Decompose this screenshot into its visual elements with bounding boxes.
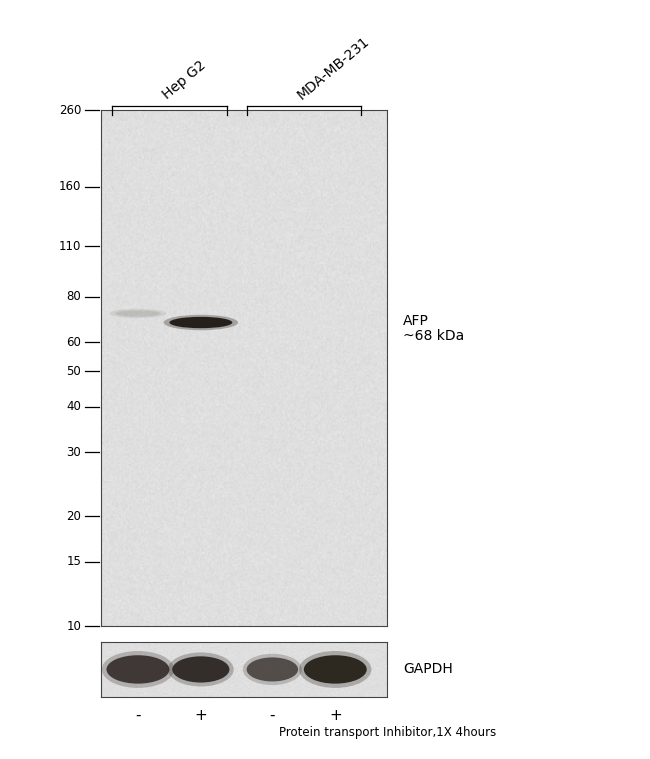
- Ellipse shape: [164, 315, 238, 330]
- Ellipse shape: [242, 653, 302, 685]
- Text: +: +: [194, 708, 207, 723]
- Text: MDA-MB-231: MDA-MB-231: [295, 34, 372, 102]
- Text: 30: 30: [66, 446, 81, 458]
- Text: 40: 40: [66, 400, 81, 413]
- Ellipse shape: [246, 657, 298, 682]
- Ellipse shape: [170, 317, 232, 328]
- Text: 50: 50: [66, 365, 81, 378]
- Text: GAPDH: GAPDH: [403, 663, 453, 676]
- Text: -: -: [270, 708, 275, 723]
- Text: ~68 kDa: ~68 kDa: [403, 329, 464, 343]
- Text: 15: 15: [66, 556, 81, 568]
- Ellipse shape: [115, 310, 161, 317]
- Ellipse shape: [102, 651, 174, 688]
- Ellipse shape: [109, 309, 166, 318]
- Text: 20: 20: [66, 510, 81, 523]
- Text: Protein transport Inhibitor,1X 4hours: Protein transport Inhibitor,1X 4hours: [279, 726, 496, 739]
- Ellipse shape: [107, 655, 170, 684]
- Ellipse shape: [172, 657, 229, 682]
- Ellipse shape: [299, 651, 371, 688]
- Text: 110: 110: [59, 240, 81, 253]
- Text: 10: 10: [66, 619, 81, 633]
- Text: AFP: AFP: [403, 313, 429, 328]
- Text: Hep G2: Hep G2: [161, 58, 209, 102]
- Text: 80: 80: [66, 290, 81, 304]
- Text: 60: 60: [66, 335, 81, 349]
- Ellipse shape: [168, 653, 234, 686]
- Text: +: +: [329, 708, 342, 723]
- Text: -: -: [135, 708, 140, 723]
- Ellipse shape: [304, 655, 367, 684]
- Text: 260: 260: [59, 103, 81, 117]
- Text: 160: 160: [59, 181, 81, 194]
